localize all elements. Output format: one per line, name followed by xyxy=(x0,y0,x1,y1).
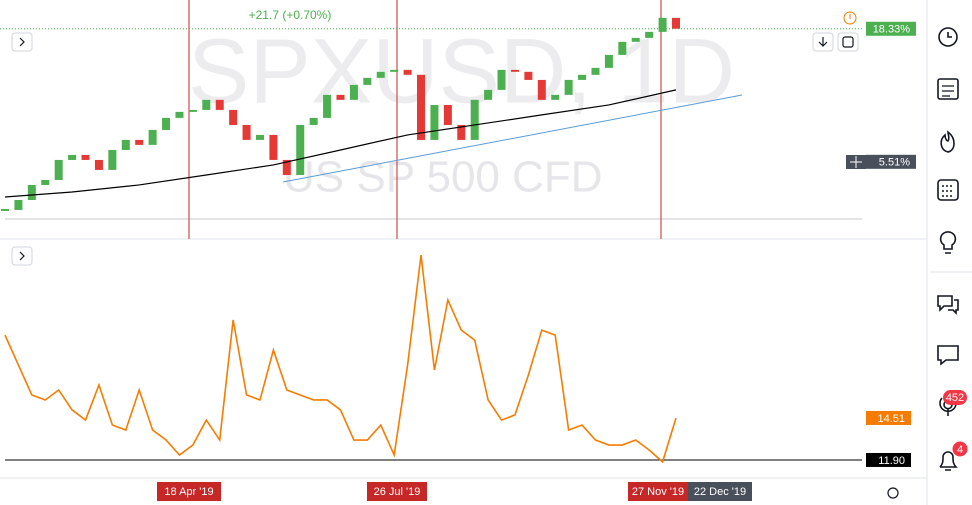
notifications-icon[interactable] xyxy=(939,451,958,471)
date-label: 26 Jul '19 xyxy=(374,486,421,498)
candle xyxy=(403,69,412,75)
scroll-icon xyxy=(818,37,828,47)
scale-label-bg xyxy=(866,452,911,467)
candle xyxy=(255,134,264,140)
date-label: 27 Nov '19 xyxy=(632,486,684,498)
candle xyxy=(443,104,452,125)
candle xyxy=(524,71,533,80)
candle xyxy=(175,111,184,118)
date-label-bg xyxy=(628,482,688,501)
candle xyxy=(188,109,197,112)
candle xyxy=(269,134,278,160)
hotlist-icon[interactable] xyxy=(940,130,955,153)
badge-count: 4 xyxy=(957,444,963,456)
candle xyxy=(135,139,144,145)
plus-icon xyxy=(850,156,862,168)
calendar-dots xyxy=(942,185,954,197)
candle xyxy=(578,74,587,80)
scale-label: 18.33% xyxy=(873,24,911,36)
date-label: 18 Apr '19 xyxy=(164,486,213,498)
candle xyxy=(551,94,560,100)
indicator-line xyxy=(4,255,677,464)
symbol-watermark: SPXUSD, 1D xyxy=(188,20,735,122)
reset-icon xyxy=(842,36,854,48)
badge-count: 452 xyxy=(946,392,964,404)
badge xyxy=(943,390,967,405)
candle xyxy=(14,200,23,210)
alert-icon[interactable] xyxy=(843,11,857,25)
candle xyxy=(363,77,372,85)
news-icon[interactable] xyxy=(937,78,959,100)
scale-label: 5.51% xyxy=(879,157,910,169)
candle xyxy=(417,74,426,140)
description-watermark: US SP 500 CFD xyxy=(283,153,603,202)
chats-icon[interactable] xyxy=(937,295,959,315)
candle xyxy=(591,67,600,75)
collapse-button[interactable] xyxy=(11,246,33,266)
candle xyxy=(658,17,667,32)
collapse-icon xyxy=(19,37,25,47)
calendar-icon[interactable] xyxy=(937,179,959,201)
candle xyxy=(672,17,680,29)
scale-label-bg xyxy=(866,154,916,169)
settings-icon[interactable] xyxy=(887,487,899,499)
scale-label-bg xyxy=(866,410,911,425)
candle xyxy=(618,41,627,55)
ideas-icon[interactable] xyxy=(939,231,957,254)
candle xyxy=(336,94,345,100)
candle xyxy=(537,79,546,100)
candle xyxy=(497,69,506,90)
candle xyxy=(349,84,358,100)
candle xyxy=(631,37,640,42)
chat-icon[interactable] xyxy=(937,345,959,366)
moving-average xyxy=(4,89,677,198)
candle xyxy=(121,139,130,150)
candle xyxy=(309,117,318,125)
scale-label: 14.51 xyxy=(877,413,905,425)
candle xyxy=(94,159,103,170)
candle xyxy=(457,124,466,140)
badge xyxy=(952,441,968,457)
candle xyxy=(470,99,479,140)
scale-label: 11.90 xyxy=(878,455,905,467)
candle xyxy=(645,31,654,38)
candle xyxy=(108,149,117,170)
date-label: 22 Dec '19 xyxy=(694,486,746,498)
candle xyxy=(68,154,77,160)
reset-button[interactable] xyxy=(837,32,859,52)
candle xyxy=(510,69,519,72)
watchlist-icon[interactable] xyxy=(938,27,958,47)
candle xyxy=(148,129,157,145)
candle xyxy=(282,159,291,175)
candle xyxy=(41,179,50,185)
candle xyxy=(430,104,439,140)
news-lines xyxy=(942,85,954,97)
collapse-button[interactable] xyxy=(11,32,33,52)
scale-label-bg xyxy=(866,21,916,36)
candle xyxy=(242,124,251,140)
watchlist-icon-hands xyxy=(947,32,952,38)
collapse-icon xyxy=(19,251,25,261)
candle xyxy=(202,99,211,110)
candle xyxy=(27,184,36,201)
candle xyxy=(54,159,63,180)
candle xyxy=(390,69,399,72)
candle xyxy=(376,71,385,78)
candle xyxy=(81,154,90,160)
candle xyxy=(215,99,224,110)
candle xyxy=(229,109,238,125)
candle xyxy=(162,117,171,130)
change-text: +21.7 (+0.70%) xyxy=(249,8,332,22)
candle xyxy=(484,89,493,100)
date-label-bg xyxy=(367,482,427,501)
trend-line[interactable] xyxy=(282,94,743,183)
candle xyxy=(604,54,613,68)
date-label-bg xyxy=(688,482,752,501)
date-label-bg xyxy=(157,482,221,501)
candle xyxy=(323,94,332,118)
candle xyxy=(296,124,305,175)
candle xyxy=(564,79,573,95)
